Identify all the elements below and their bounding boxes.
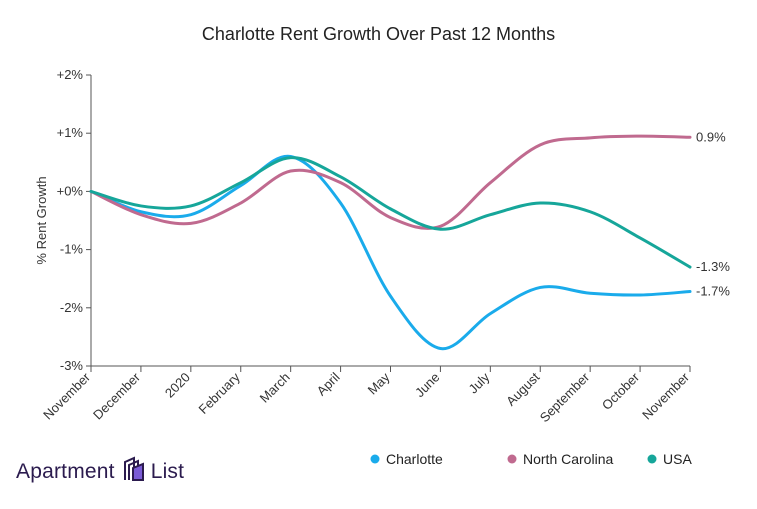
y-tick-label: -1% <box>60 242 84 257</box>
x-tick-label: July <box>465 369 492 396</box>
end-label-north-carolina: 0.9% <box>696 129 726 144</box>
series-line-north-carolina <box>89 134 692 230</box>
legend-marker-charlotte <box>370 454 380 464</box>
legend-marker-north-carolina <box>507 454 517 464</box>
series-line-charlotte <box>89 154 692 351</box>
x-tick-label: 2020 <box>162 370 193 401</box>
x-tick-label: October <box>599 369 643 413</box>
x-tick-label: December <box>90 369 143 422</box>
y-tick-label: +1% <box>57 125 84 140</box>
legend: Charlotte North Carolina USA <box>370 451 692 467</box>
brand-word-list: List <box>150 460 185 483</box>
x-tick-label: September <box>537 369 593 425</box>
legend-item-north-carolina: North Carolina <box>507 451 613 467</box>
apartment-list-logo: Apartment List <box>16 456 184 488</box>
legend-label-north-carolina: North Carolina <box>523 451 613 467</box>
brand-word-apartment: Apartment <box>16 460 115 483</box>
series-lines <box>89 134 692 351</box>
end-labels: -1.7% 0.9% -1.3% <box>696 129 730 298</box>
y-tick-label: -3% <box>60 358 84 373</box>
apartment-list-logo-icon <box>123 456 145 488</box>
x-tick-label: June <box>412 370 443 401</box>
legend-marker-usa <box>647 454 657 464</box>
x-tick-label: November <box>639 369 692 422</box>
end-label-charlotte: -1.7% <box>696 284 730 299</box>
series-line-usa <box>89 156 692 269</box>
x-tick-label: November <box>40 369 93 422</box>
y-tick-label: +0% <box>57 183 84 198</box>
legend-item-charlotte: Charlotte <box>370 451 443 467</box>
y-axis-title: % Rent Growth <box>34 176 49 264</box>
legend-item-usa: USA <box>647 451 692 467</box>
x-tick-label: May <box>365 369 393 397</box>
x-tick-label: April <box>314 369 343 398</box>
legend-label-charlotte: Charlotte <box>386 451 443 467</box>
chart-title: Charlotte Rent Growth Over Past 12 Month… <box>201 24 556 44</box>
y-tick-label: -2% <box>60 300 84 315</box>
x-tick-label: March <box>257 370 293 406</box>
y-tick-label: +2% <box>57 67 84 82</box>
end-label-usa: -1.3% <box>696 259 730 274</box>
x-tick-label: February <box>195 369 243 417</box>
legend-label-usa: USA <box>663 451 692 467</box>
x-tick-label: August <box>503 369 542 408</box>
